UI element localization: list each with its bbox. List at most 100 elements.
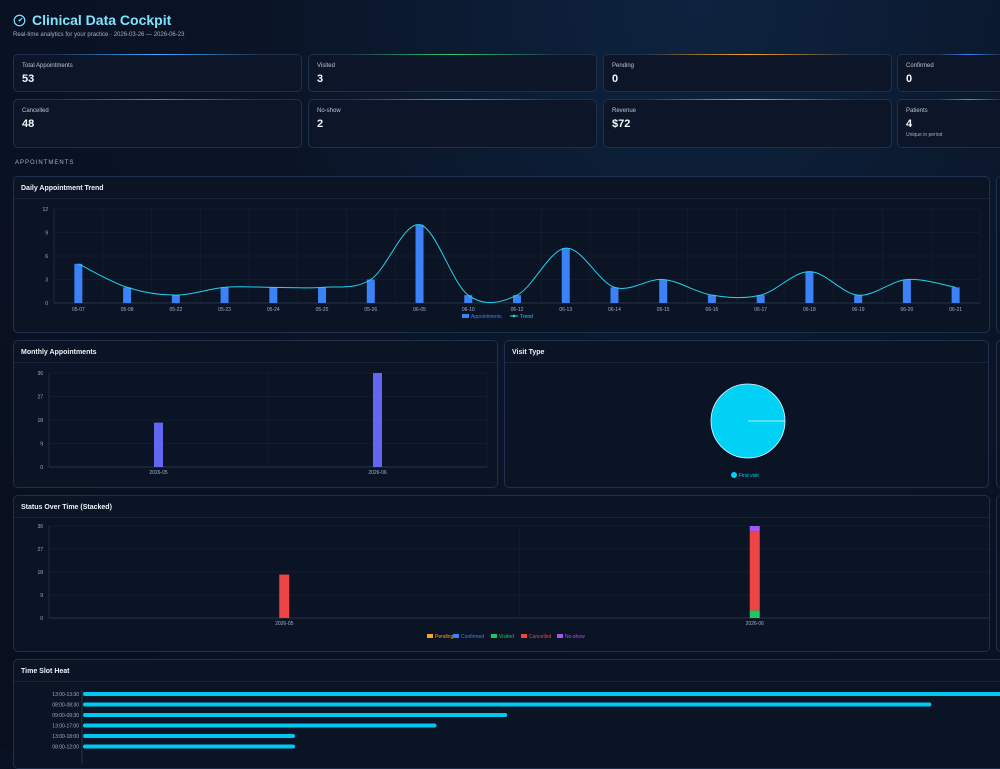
kpi-total-appointments: Total Appointments 53 — [13, 54, 302, 92]
y-tick-label: 08:00-12:00 — [52, 745, 79, 751]
kpi-label: Confirmed — [906, 63, 934, 69]
y-tick-label: 18 — [37, 418, 43, 424]
legend-label: Confirmed — [461, 634, 484, 640]
kpi-label: Patients — [906, 108, 928, 114]
stacked-bar-segment — [749, 610, 760, 618]
x-tick-label: 05-07 — [72, 307, 85, 313]
x-tick-label: 06-20 — [900, 307, 913, 313]
y-tick-label: 27 — [37, 547, 43, 553]
card-title: Status Over Time (Stacked) — [14, 496, 989, 518]
legend-label: Appointments — [471, 314, 502, 320]
legend-marker — [512, 314, 516, 318]
legend-label: No-show — [565, 634, 585, 640]
bar — [83, 744, 296, 749]
y-tick-label: 12 — [42, 207, 48, 213]
y-tick-label: 9 — [40, 593, 43, 599]
bar — [83, 692, 1000, 696]
daily-trend-card: Daily Appointment Trend 0 3 6 9 12 05-07 05-08… — [13, 176, 990, 333]
y-tick-label: 36 — [37, 371, 43, 377]
legend-swatch — [462, 314, 469, 318]
legend-swatch — [491, 634, 497, 638]
stacked-bar-segment — [279, 574, 290, 618]
side-card-edge — [996, 340, 1000, 488]
y-tick-label: 27 — [37, 394, 43, 400]
x-tick-label: 06-10 — [462, 307, 475, 313]
bar — [269, 287, 278, 303]
header: Clinical Data Cockpit Real-time analytic… — [13, 12, 184, 38]
x-tick-label: 06-16 — [706, 307, 719, 313]
kpi-label: No-show — [317, 108, 341, 114]
kpi-accent — [349, 99, 556, 100]
x-tick-label: 06-17 — [754, 307, 767, 313]
legend-swatch — [731, 472, 737, 478]
kpi-label: Total Appointments — [22, 63, 73, 69]
bar — [610, 287, 619, 303]
kpi-patients: Patients 4 Unique in period — [897, 99, 1000, 148]
kpi-value: 2 — [317, 118, 324, 130]
y-tick-label: 9 — [45, 230, 48, 236]
x-tick-label: 2026-05 — [275, 621, 294, 627]
legend-label: Visited — [499, 634, 514, 640]
bar — [220, 287, 229, 303]
x-tick-label: 2026-06 — [368, 470, 387, 476]
y-tick-label: 3 — [45, 277, 48, 283]
kpi-visited: Visited 3 — [308, 54, 597, 92]
y-tick-label: 36 — [37, 524, 43, 530]
x-tick-label: 05-25 — [316, 307, 329, 313]
kpi-label: Visited — [317, 63, 335, 69]
visit-type-chart: First visit — [710, 383, 786, 479]
x-tick-label: 05-23 — [218, 307, 231, 313]
card-title: Monthly Appointments — [14, 341, 497, 363]
bar — [123, 287, 132, 303]
monthly-appointments-card: Monthly Appointments 0 9 18 27 36 2026-05 2026… — [13, 340, 498, 488]
y-tick-label: 13:00-17:00 — [52, 724, 79, 730]
legend-label: Cancelled — [529, 634, 551, 640]
kpi-value: 0 — [906, 73, 913, 85]
y-tick-label: 08:00-08:30 — [52, 703, 79, 709]
kpi-value: 53 — [22, 73, 35, 85]
x-tick-label: 05-22 — [169, 307, 182, 313]
kpi-value: 48 — [22, 118, 35, 130]
kpi-pending: Pending 0 — [603, 54, 892, 92]
bar — [366, 279, 375, 303]
time-slot-heat-chart: 13:00-13:30 08:00-08:30 09:00-09:30 13:00-1… — [52, 690, 1000, 764]
legend-swatch — [557, 634, 563, 638]
bar — [561, 248, 570, 303]
x-tick-label: 06-14 — [608, 307, 621, 313]
x-tick-label: 2026-05 — [149, 470, 168, 476]
kpi-accent — [54, 54, 261, 55]
legend-swatch — [453, 634, 459, 638]
y-tick-label: 09:00-09:30 — [52, 713, 79, 719]
gauge-icon — [13, 14, 26, 26]
kpi-label: Pending — [612, 63, 635, 69]
side-card-edge — [996, 495, 1000, 652]
stacked-bar-segment — [749, 526, 760, 532]
bar — [659, 279, 668, 303]
kpi-value: 4 — [906, 118, 913, 130]
x-tick-label: 2026-06 — [746, 621, 765, 627]
bar — [171, 295, 180, 303]
x-tick-label: 05-26 — [364, 307, 377, 313]
y-tick-label: 0 — [40, 616, 43, 622]
card-title: Time Slot Heat — [14, 660, 1000, 682]
bar — [513, 295, 521, 303]
y-tick-label: 13:00-13:30 — [52, 692, 79, 698]
visit-type-card: Visit Type First visit — [504, 340, 989, 488]
kpi-cancelled: Cancelled 48 — [13, 99, 302, 148]
status-over-time-card: Status Over Time (Stacked) 0 9 18 27 36 2026-… — [13, 495, 990, 652]
kpi-confirmed: Confirmed 0 — [897, 54, 1000, 92]
legend-label: Trend — [520, 314, 533, 320]
bar — [318, 287, 327, 303]
trend-line — [78, 224, 956, 304]
section-label: APPOINTMENTS — [15, 160, 75, 166]
legend-swatch — [521, 634, 527, 638]
card-title: Visit Type — [505, 341, 988, 363]
kpi-accent — [938, 99, 1000, 100]
stacked-bar-segment — [749, 531, 760, 611]
bar — [83, 734, 296, 738]
x-tick-label: 06-19 — [852, 307, 865, 313]
page-title: Clinical Data Cockpit — [32, 12, 172, 28]
bar — [83, 713, 508, 717]
x-tick-label: 05-08 — [121, 307, 134, 313]
bar — [756, 295, 765, 303]
